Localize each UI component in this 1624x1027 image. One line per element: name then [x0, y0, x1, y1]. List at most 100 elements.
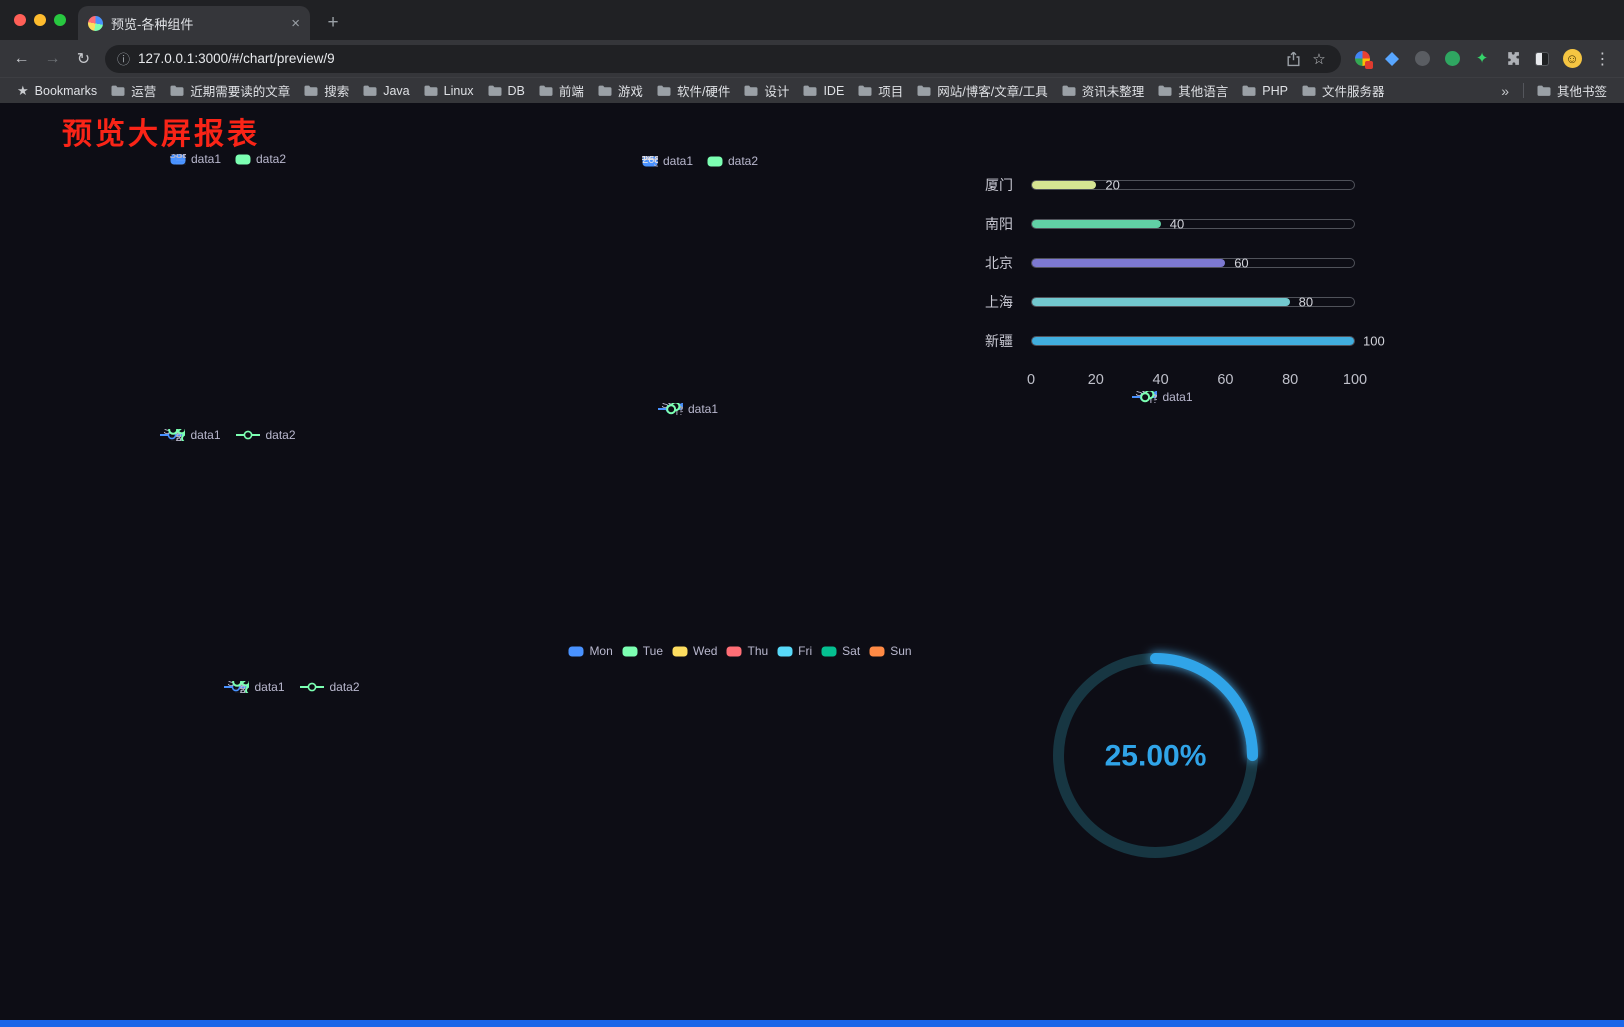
close-window-button[interactable]: [14, 14, 26, 26]
bookmark-folder[interactable]: 文件服务器: [1295, 78, 1392, 103]
area-line-chart-two-series: 050100150200250300350MonTueWedThuFriSatS…: [104, 675, 479, 916]
legend-item[interactable]: 050100150200MonTueWedThuFriSatSun1202001…: [1131, 390, 1193, 404]
extension-icon-green-circle[interactable]: [1441, 47, 1463, 71]
bookmark-folder[interactable]: IDE: [796, 81, 851, 101]
legend-item[interactable]: Sat: [821, 644, 860, 658]
page-content: 预览大屏报表 050100150200250300350MonTueWedThu…: [0, 103, 1624, 1027]
legend-item[interactable]: data2: [299, 680, 360, 694]
legend-item[interactable]: Sun: [869, 644, 912, 658]
tab-favicon: [88, 15, 103, 31]
extension-icon-dark-sphere[interactable]: [1411, 47, 1433, 71]
line-chart-plot[interactable]: [30, 447, 425, 659]
area-line-plot[interactable]: [972, 409, 1352, 621]
svg-text:150: 150: [674, 407, 683, 415]
extensions-puzzle-icon[interactable]: [1501, 47, 1523, 71]
chart-legend: 050100150200250300350SunSatFriThuWedTueM…: [500, 149, 900, 173]
other-bookmarks-folder[interactable]: 其他书签: [1530, 78, 1614, 103]
bar-chart-plot[interactable]: [28, 171, 428, 383]
address-bar[interactable]: ⓘ 127.0.0.1:3000/#/chart/preview/9 ☆: [105, 44, 1341, 73]
site-info-icon[interactable]: ⓘ: [117, 52, 131, 67]
bookmark-folder[interactable]: 前端: [532, 78, 591, 103]
progress-track[interactable]: 20: [1031, 177, 1355, 192]
area-line-two-plot[interactable]: [104, 699, 479, 911]
fullscreen-window-button[interactable]: [54, 14, 66, 26]
progress-track[interactable]: 100: [1031, 333, 1385, 348]
share-icon[interactable]: [1286, 51, 1301, 67]
bookmark-folder[interactable]: 网站/博客/文章/工具: [910, 78, 1054, 103]
bookmark-folder[interactable]: 设计: [737, 78, 796, 103]
progress-rows: 厦门 20 南阳 40 北京 60 上海 80 新疆 100: [985, 165, 1385, 360]
minimize-window-button[interactable]: [34, 14, 46, 26]
line-chart-two-series: 050100150200250300350MonTueWedThuFriSatS…: [30, 423, 425, 664]
progress-fill: [1032, 336, 1354, 345]
legend-item[interactable]: data2: [235, 428, 296, 442]
legend-item[interactable]: 050100150200250300350SunSatFriThuWedTueM…: [642, 154, 693, 168]
legend-label: Sun: [890, 644, 912, 658]
legend-item[interactable]: data2: [707, 154, 758, 168]
legend-item[interactable]: 050100150200250300350MonTueWedThuFriSatS…: [223, 680, 285, 694]
svg-text:Sat: Sat: [656, 156, 658, 167]
browser-menu-icon[interactable]: ⋮: [1594, 50, 1611, 68]
bookmark-folder[interactable]: PHP: [1235, 81, 1295, 101]
legend-item[interactable]: Wed: [672, 644, 717, 658]
legend-item[interactable]: Mon: [568, 644, 613, 658]
bookmarks-manager[interactable]: ★ Bookmarks: [10, 80, 104, 102]
gauge-chart: 25.00%: [1043, 643, 1268, 873]
axis-tick: 40: [1152, 372, 1169, 388]
legend-item[interactable]: 050100150200MonTueWedThuFriSatSundata1: [657, 402, 718, 416]
svg-text:Sat: Sat: [234, 681, 250, 689]
extension-icon-dark-reader[interactable]: [1531, 47, 1553, 71]
forward-icon[interactable]: →: [44, 49, 61, 67]
extension-icon-green-star[interactable]: ✦: [1471, 47, 1493, 71]
legend-item[interactable]: 050100150200250300350MonTueWedThuFriSatS…: [170, 152, 221, 166]
svg-text:150: 150: [1148, 395, 1157, 403]
folder-icon: [1537, 85, 1551, 96]
progress-row: 厦门 20: [985, 165, 1355, 204]
bookmark-folder[interactable]: 其他语言: [1151, 78, 1235, 103]
tab-close-icon[interactable]: ×: [291, 14, 300, 32]
bookmark-folder[interactable]: 运营: [104, 78, 163, 103]
bookmark-folder[interactable]: 游戏: [591, 78, 650, 103]
progress-row: 上海 80: [985, 282, 1355, 321]
sphere-icon: [1414, 51, 1430, 66]
chart-legend: 050100150200250300350MonTueWedThuFriSatS…: [28, 147, 428, 171]
bookmark-folder[interactable]: Linux: [417, 81, 481, 101]
extension-icon-pinwheel[interactable]: [1351, 47, 1373, 71]
progress-track[interactable]: 40: [1031, 216, 1355, 231]
bookmark-star-icon[interactable]: ☆: [1312, 50, 1326, 68]
bookmark-folder[interactable]: Java: [356, 81, 416, 101]
smooth-line-plot[interactable]: [500, 421, 875, 633]
new-tab-button[interactable]: +: [327, 12, 339, 33]
gauge-plot[interactable]: 25.00%: [1043, 643, 1268, 868]
progress-track[interactable]: 60: [1031, 255, 1355, 270]
browser-tab[interactable]: 预览-各种组件 ×: [78, 6, 310, 40]
bookmark-folder[interactable]: 搜索: [297, 78, 356, 103]
svg-text:300: 300: [240, 688, 249, 693]
legend-item[interactable]: Tue: [622, 644, 663, 658]
bookmarks-label: Bookmarks: [34, 83, 98, 98]
reload-icon[interactable]: ↻: [76, 50, 91, 68]
axis-tick: 60: [1217, 372, 1234, 388]
progress-track[interactable]: 80: [1031, 294, 1355, 309]
back-icon[interactable]: ←: [13, 49, 30, 67]
legend-item[interactable]: Thu: [726, 644, 768, 658]
bookmark-folder[interactable]: 项目: [851, 78, 910, 103]
bookmark-folder[interactable]: DB: [481, 81, 532, 101]
svg-text:350: 350: [176, 440, 185, 441]
legend-item[interactable]: data2: [235, 152, 286, 166]
hbar-chart-plot[interactable]: [500, 173, 900, 385]
extension-icon-blue-kite[interactable]: [1381, 47, 1403, 71]
bookmark-folder[interactable]: 软件/硬件: [650, 78, 737, 103]
svg-text:250: 250: [176, 432, 185, 441]
profile-avatar[interactable]: ☺: [1561, 47, 1583, 71]
bar-chart: 050100150200250300350MonTueWedThuFriSatS…: [28, 147, 428, 388]
legend-item[interactable]: Fri: [777, 644, 812, 658]
progress-fill: [1032, 297, 1290, 306]
donut-plot[interactable]: [545, 663, 935, 898]
bookmark-folder[interactable]: 近期需要读的文章: [163, 78, 297, 103]
bookmarks-overflow-icon[interactable]: »: [1501, 82, 1509, 99]
bookmark-folder[interactable]: 资讯未整理: [1055, 78, 1152, 103]
svg-text:Thu: Thu: [184, 154, 185, 161]
legend-item[interactable]: 050100150200250300350MonTueWedThuFriSatS…: [159, 428, 221, 442]
url-text[interactable]: 127.0.0.1:3000/#/chart/preview/9: [138, 51, 335, 66]
